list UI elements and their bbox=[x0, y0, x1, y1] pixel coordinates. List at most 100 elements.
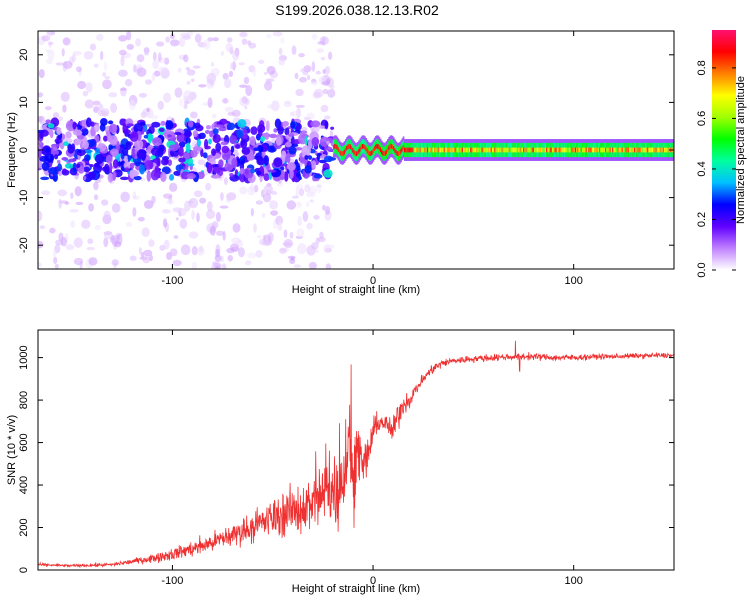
spectrogram-cell bbox=[52, 112, 60, 119]
spectrogram-cell bbox=[638, 147, 641, 153]
spectrogram-cell bbox=[150, 114, 159, 120]
spectrogram-cell bbox=[659, 147, 661, 153]
spectrogram-cell bbox=[143, 47, 150, 54]
spectrogram-cell bbox=[103, 210, 111, 222]
spectrogram-cell bbox=[482, 147, 484, 153]
spectrogram-cell bbox=[241, 38, 248, 45]
spectrogram-cell bbox=[39, 115, 46, 125]
spectrogram-marks bbox=[38, 31, 674, 269]
spectrogram-cell bbox=[611, 147, 613, 153]
spectrogram-cell bbox=[547, 147, 549, 153]
spectrogram-cell bbox=[462, 147, 465, 153]
spectrogram-cell bbox=[204, 145, 211, 150]
spectrogram-cell bbox=[389, 144, 392, 149]
spectrogram-cell bbox=[473, 147, 476, 153]
spectrogram-cell bbox=[92, 100, 101, 106]
spectrogram-cell bbox=[85, 82, 93, 93]
colorbar-ticks: 0.0 0.2 0.4 0.6 0.8 bbox=[696, 60, 736, 278]
spectrogram-cell bbox=[418, 147, 420, 153]
spectrogram-cell bbox=[231, 157, 238, 169]
spectrogram-cell bbox=[185, 67, 190, 71]
spectrogram-cell bbox=[169, 174, 175, 181]
spectrogram-cell bbox=[54, 263, 59, 269]
spectrogram-cell bbox=[138, 92, 147, 98]
spectrogram-cell bbox=[310, 120, 321, 128]
spectrogram-cell bbox=[306, 245, 316, 256]
spectrogram-cell bbox=[102, 79, 112, 90]
spectrogram-cell bbox=[124, 167, 130, 172]
spectrogram-cell bbox=[358, 149, 360, 154]
spectrogram-cell bbox=[224, 106, 234, 113]
spectrogram-cell bbox=[561, 147, 564, 153]
spectrogram-cell bbox=[369, 151, 371, 157]
spectrogram-cell bbox=[45, 49, 51, 53]
spectrogram-cell bbox=[400, 148, 402, 154]
spectrogram-cell bbox=[527, 147, 530, 153]
spectrogram-cell bbox=[175, 217, 179, 221]
spectrogram-cell bbox=[403, 147, 406, 153]
spectrogram-cell bbox=[210, 174, 221, 179]
spectrogram-cell bbox=[89, 43, 97, 51]
spectrogram-cell bbox=[263, 173, 270, 181]
spectrogram-cell bbox=[105, 130, 111, 137]
spectrogram-cell bbox=[136, 149, 146, 159]
spectrogram-cell bbox=[196, 212, 200, 223]
spectrogram-cell bbox=[468, 147, 471, 153]
spectrogram-cell bbox=[278, 58, 286, 66]
spectrogram-cell bbox=[286, 200, 297, 210]
spectrogram-cell bbox=[480, 147, 483, 153]
spectrogram-x-tick-label: 100 bbox=[565, 275, 583, 287]
spectrogram-cell bbox=[255, 249, 263, 258]
spectrogram-cell bbox=[73, 237, 83, 248]
spectrogram-cell bbox=[95, 148, 101, 154]
spectrogram-cell bbox=[487, 147, 489, 153]
spectrogram-cell bbox=[58, 116, 64, 122]
spectrogram-cell bbox=[179, 98, 183, 107]
spectrogram-cell bbox=[259, 238, 267, 246]
spectrogram-cell bbox=[104, 75, 111, 80]
spectrogram-cell bbox=[209, 130, 214, 138]
spectrogram-cell bbox=[635, 147, 637, 153]
spectrogram-cell bbox=[509, 147, 512, 153]
spectrogram-cell bbox=[38, 210, 43, 222]
spectrogram-cell bbox=[143, 199, 154, 209]
spectrogram-cell bbox=[220, 50, 225, 56]
colorbar-tick-label: 0.0 bbox=[696, 262, 708, 277]
spectrogram-cell bbox=[408, 147, 411, 153]
spectrogram-cell bbox=[82, 90, 89, 97]
spectrogram-cell bbox=[306, 222, 313, 230]
spectrogram-y-tick-label: -20 bbox=[18, 237, 30, 253]
spectrogram-cell bbox=[429, 147, 431, 153]
spectrogram-cell bbox=[255, 200, 263, 205]
snr-x-tick-label: 100 bbox=[565, 575, 583, 587]
spectrogram-cell bbox=[72, 51, 82, 56]
spectrogram-cell bbox=[67, 145, 75, 154]
spectrogram-cell bbox=[94, 224, 101, 231]
spectrogram-cell bbox=[648, 147, 650, 153]
spectrogram-cell bbox=[154, 165, 160, 174]
spectrogram-cell bbox=[512, 147, 514, 153]
spectrogram-cell bbox=[221, 145, 230, 154]
spectrogram-cell bbox=[107, 120, 114, 125]
colorbar-tick-label: 0.2 bbox=[696, 212, 708, 227]
spectrogram-cell bbox=[70, 192, 74, 199]
spectrogram-cell bbox=[263, 155, 269, 166]
spectrogram-cell bbox=[388, 145, 390, 151]
spectrogram-cell bbox=[367, 150, 370, 156]
spectrogram-cell bbox=[298, 188, 305, 197]
spectrogram-cell bbox=[133, 64, 137, 73]
spectrogram-cell bbox=[138, 247, 142, 255]
spectrogram-cell bbox=[583, 147, 585, 153]
colorbar-gradient bbox=[712, 30, 736, 270]
spectrogram-cell bbox=[127, 155, 132, 161]
spectrogram-cell bbox=[460, 147, 463, 153]
spectrogram-cell bbox=[288, 133, 295, 137]
spectrogram-cell bbox=[315, 70, 321, 75]
spectrogram-cell bbox=[533, 147, 536, 153]
spectrogram-cell bbox=[63, 141, 69, 147]
spectrogram-cell bbox=[406, 147, 408, 153]
spectrogram-cell bbox=[304, 164, 312, 174]
spectrogram-cell bbox=[304, 155, 309, 160]
spectrogram-cell bbox=[107, 172, 114, 183]
